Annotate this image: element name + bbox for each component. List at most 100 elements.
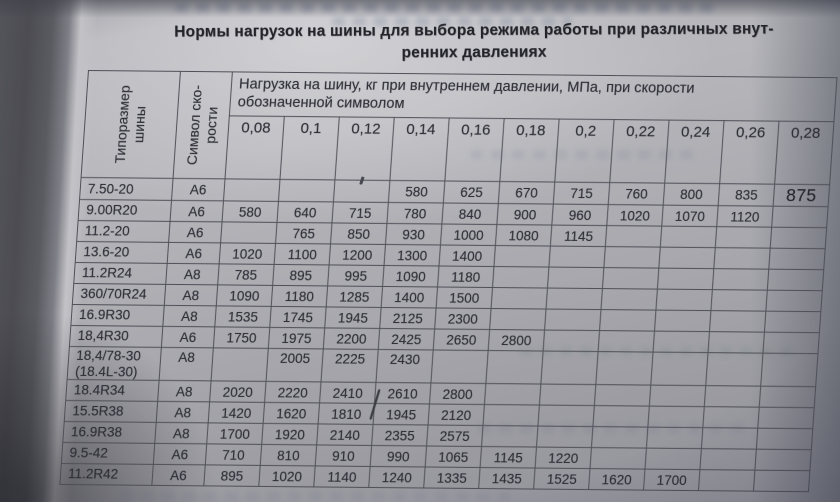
load-value-cell	[591, 426, 648, 449]
load-value-cell: 1020	[219, 242, 276, 265]
load-span-header-line2: обозначенной символом	[237, 94, 406, 113]
load-value-cell: 780	[386, 202, 444, 224]
load-value-cell	[760, 353, 818, 387]
load-value-cell: 900	[496, 203, 554, 226]
pressure-header-cell: 0,16	[444, 117, 505, 182]
speed-symbol-column-header-text: Символ ско-рости	[182, 73, 223, 177]
load-value-cell: 1120	[716, 205, 774, 228]
load-value-cell: 2610	[374, 382, 431, 405]
load-value-cell	[543, 330, 600, 352]
load-value-cell	[654, 310, 711, 332]
load-value-cell: 2575	[426, 425, 483, 447]
page-title: Нормы нагрузок на шины для выбора режима…	[140, 18, 808, 65]
load-value-cell	[762, 332, 820, 354]
pressure-header-cell: 0,2	[554, 119, 615, 183]
load-value-cell: 1500	[436, 286, 493, 309]
load-value-cell	[598, 330, 655, 353]
load-value-cell	[544, 309, 601, 331]
load-value-cell: 2005	[266, 348, 324, 382]
load-value-cell: 785	[217, 263, 275, 286]
load-value-cell: 1090	[382, 265, 439, 287]
header-line: Типоразмер	[111, 85, 133, 164]
load-value-cell	[768, 248, 826, 270]
load-value-cell	[646, 427, 703, 449]
load-value-cell	[713, 247, 771, 270]
load-value-cell: 580	[388, 180, 445, 203]
speed-symbol-cell: А8	[157, 380, 212, 402]
load-value-cell: 580	[222, 200, 279, 223]
load-value-cell: 1920	[261, 423, 319, 445]
load-value-cell: 1140	[313, 465, 371, 488]
page-title-line1: Нормы нагрузок на шины для выбора режима…	[174, 20, 774, 41]
load-value-cell	[547, 267, 604, 289]
load-value-cell: 875	[773, 184, 830, 207]
load-value-cell	[753, 470, 810, 492]
page-corner-shadow	[0, 302, 240, 502]
load-value-cell: 2425	[378, 328, 435, 350]
load-value-cell	[536, 426, 593, 448]
speed-symbol-cell: А8	[156, 401, 210, 423]
load-value-cell: 2200	[323, 327, 380, 350]
pressure-header-cell: 0,14	[389, 117, 450, 181]
load-value-cell	[660, 226, 717, 248]
speed-symbol-cell: А6	[170, 200, 224, 222]
load-value-cell: 1300	[384, 244, 441, 266]
load-value-cell: 1620	[263, 402, 320, 424]
load-value-cell: 1700	[206, 422, 264, 445]
tire-size-cell: 13.6-20	[75, 241, 169, 264]
load-value-cell: 1810	[318, 402, 375, 425]
load-value-cell	[548, 246, 606, 268]
tire-size-cell: 16.9R38	[62, 421, 157, 444]
header-line: рости	[201, 106, 220, 144]
tire-size-cell: 7.50-20	[79, 177, 174, 201]
load-value-cell	[603, 246, 661, 269]
load-value-cell: 760	[608, 182, 665, 206]
load-value-cell	[539, 384, 596, 406]
load-value-cell: 715	[331, 201, 389, 224]
load-value-cell: 765	[275, 222, 332, 244]
load-value-cell	[489, 308, 547, 331]
load-value-cell: 2430	[375, 349, 434, 384]
load-value-cell: 1535	[214, 305, 272, 328]
load-value-cell: 995	[327, 264, 385, 287]
load-value-cell: 800	[663, 183, 720, 206]
load-value-cell: 1220	[535, 447, 592, 469]
speed-symbol-cell: А6	[161, 326, 215, 348]
load-value-cell	[658, 247, 716, 269]
load-value-cell	[704, 385, 761, 408]
load-value-cell: 1180	[271, 285, 328, 307]
load-value-cell: 670	[498, 181, 555, 205]
load-value-cell: 2020	[209, 380, 267, 403]
speed-symbol-cell: А8	[159, 347, 214, 381]
load-value-cell: 1750	[213, 326, 270, 349]
load-value-cell	[484, 383, 541, 406]
load-value-cell: 910	[315, 444, 372, 467]
load-value-cell: 2410	[319, 381, 376, 404]
load-value-cell: 1420	[208, 401, 265, 424]
load-value-cell	[655, 289, 713, 311]
load-value-cell: 1020	[606, 204, 664, 227]
load-value-cell	[756, 428, 813, 450]
load-value-cell: 2800	[429, 383, 486, 405]
load-value-cell	[220, 221, 277, 244]
load-value-cell	[492, 266, 549, 289]
load-value-cell: 1400	[381, 286, 438, 308]
tire-size-cell: 11.2R42	[59, 463, 154, 486]
pressure-header-cell: 0,26	[719, 120, 780, 185]
load-value-cell: 1745	[269, 306, 327, 328]
tire-size-cell: 16.9R30	[70, 304, 165, 327]
tire-size-cell: 11.2-20	[76, 220, 171, 243]
load-value-cell	[771, 206, 829, 228]
load-value-cell	[592, 405, 650, 428]
pressure-header-cell: 0,28	[774, 121, 834, 185]
load-value-cell	[709, 310, 766, 333]
pressure-header-cell: 0,12	[334, 116, 395, 181]
load-value-cell	[594, 384, 651, 407]
load-value-cell	[540, 351, 599, 385]
load-value-cell: 850	[330, 222, 387, 245]
load-value-cell	[770, 227, 827, 249]
load-value-cell: 2800	[488, 329, 545, 352]
speed-symbol-cell: А6	[168, 221, 223, 243]
load-value-cell: 1335	[423, 467, 481, 489]
load-value-cell: 1070	[661, 205, 719, 227]
